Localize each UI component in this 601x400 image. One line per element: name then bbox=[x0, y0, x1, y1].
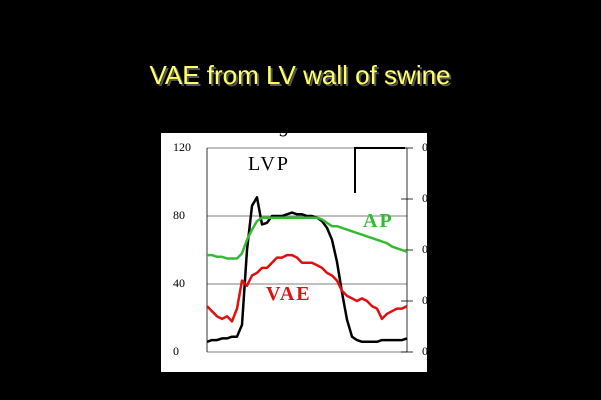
chart-subtitle: Pig # 1 bbox=[261, 115, 320, 137]
y2-tick-label: 0.8 bbox=[422, 140, 437, 154]
y2-tick-label: 0.0 bbox=[422, 344, 437, 358]
panel-background bbox=[161, 133, 427, 372]
y2-tick-label: 0.4 bbox=[422, 242, 437, 256]
chart-panel: Pig # 1 0 40 80 120 0.0 0.2 0.4 0.6 0.8 LVP AP VAE bbox=[161, 115, 437, 372]
series-label: VAE bbox=[266, 283, 312, 305]
series-line bbox=[207, 216, 408, 260]
series-label: AP bbox=[363, 210, 394, 232]
y-tick-label: 80 bbox=[173, 208, 185, 222]
y2-tick-label: 0.6 bbox=[422, 191, 437, 205]
y-tick-label: 0 bbox=[173, 344, 179, 358]
y2-tick-label: 0.2 bbox=[422, 293, 437, 307]
series-line bbox=[206, 253, 408, 323]
series-label: LVP bbox=[248, 153, 290, 175]
y-tick-label: 40 bbox=[173, 276, 185, 290]
y-tick-label: 120 bbox=[173, 140, 191, 154]
series-line bbox=[206, 196, 408, 344]
slide-title: VAE from LV wall of swine bbox=[149, 60, 450, 90]
